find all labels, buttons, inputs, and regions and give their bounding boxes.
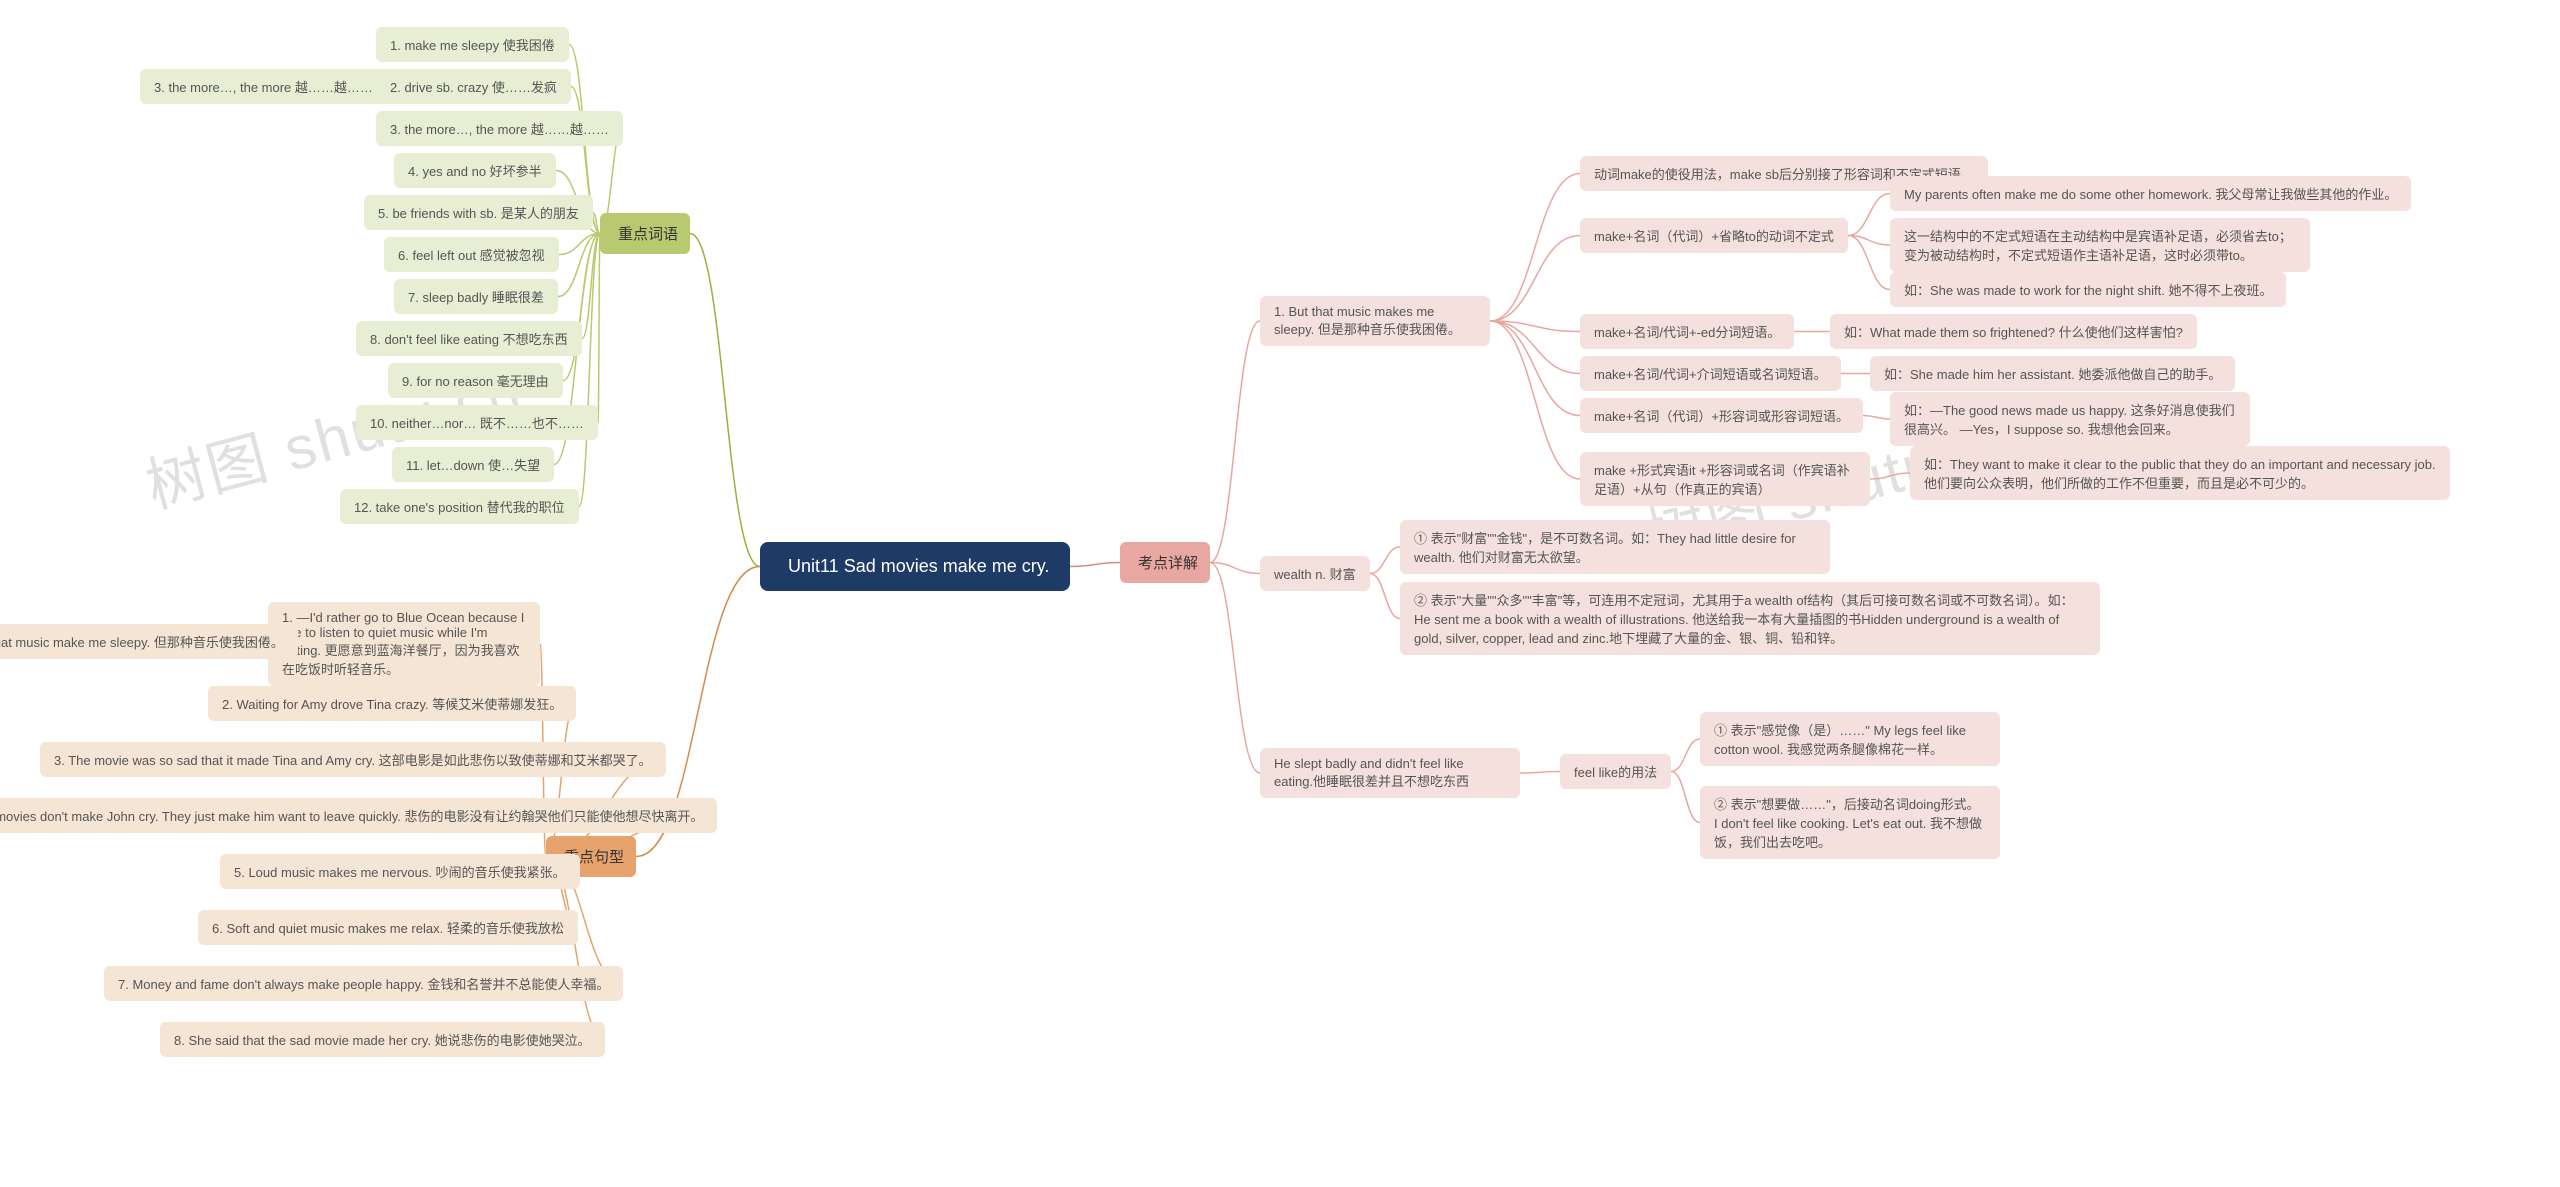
sentence-item: 7. Money and fame don't always make peop… (104, 966, 623, 1001)
exam-item: 如：—The good news made us happy. 这条好消息使我们… (1890, 392, 2250, 446)
exam-item: ② 表示"想要做……"，后接动名词doing形式。 I don't feel l… (1700, 786, 2000, 859)
vocab-item: 4. yes and no 好坏参半 (394, 153, 556, 188)
exam-item: feel like的用法 (1560, 754, 1671, 789)
exam-item: 如：She made him her assistant. 她委派他做自己的助手… (1870, 356, 2235, 391)
exam-item: make+名词（代词）+省略to的动词不定式 (1580, 218, 1848, 253)
vocab-item: 6. feel left out 感觉被忽视 (384, 237, 559, 272)
exam-item: 如：They want to make it clear to the publ… (1910, 446, 2450, 500)
vocab-item: 8. don't feel like eating 不想吃东西 (356, 321, 582, 356)
root-node: Unit11 Sad movies make me cry. (760, 542, 1070, 591)
vocab-item: 1. make me sleepy 使我困倦 (376, 27, 569, 62)
exam-item: ① 表示"财富""金钱"，是不可数名词。如：They had little de… (1400, 520, 1830, 574)
exam-item: make+名词/代词+-ed分词短语。 (1580, 314, 1794, 349)
exam-item: make+名词/代词+介词短语或名词短语。 (1580, 356, 1841, 391)
sentence-item: 3. The movie was so sad that it made Tin… (40, 742, 666, 777)
exam-item: make+名词（代词）+形容词或形容词短语。 (1580, 398, 1863, 433)
exam-item: ① 表示"感觉像（是）……" My legs feel like cotton … (1700, 712, 2000, 766)
vocab-item: 5. be friends with sb. 是某人的朋友 (364, 195, 593, 230)
exam-item: 1. But that music makes me sleepy. 但是那种音… (1260, 296, 1490, 346)
vocab-item: 10. neither…nor… 既不……也不…… (356, 405, 598, 440)
vocab-item: 11. let…down 使…失望 (392, 447, 554, 482)
vocab-aux: 3. the more…, the more 越……越…… (140, 69, 387, 104)
exam-item: wealth n. 财富 (1260, 556, 1370, 591)
exam-item: He slept badly and didn't feel like eati… (1260, 748, 1520, 798)
branch-exam: 考点详解 (1120, 542, 1210, 583)
vocab-item: 12. take one's position 替代我的职位 (340, 489, 579, 524)
sentence-item: 4. Sad movies don't make John cry. They … (0, 798, 717, 833)
exam-item: make +形式宾语it +形容词或名词（作宾语补足语）+从句（作真正的宾语） (1580, 452, 1870, 506)
exam-item: 如：She was made to work for the night shi… (1890, 272, 2286, 307)
vocab-item: 3. the more…, the more 越……越…… (376, 111, 623, 146)
sentence-aux: —But that music make me sleepy. 但那种音乐使我困… (0, 624, 298, 659)
exam-item: 这一结构中的不定式短语在主动结构中是宾语补足语，必须省去to；变为被动结构时，不… (1890, 218, 2310, 272)
exam-item: 如：What made them so frightened? 什么使他们这样害… (1830, 314, 2197, 349)
branch-vocab: 重点词语 (600, 213, 690, 254)
sentence-item: 1. —I'd rather go to Blue Ocean because … (268, 602, 540, 686)
sentence-item: 8. She said that the sad movie made her … (160, 1022, 605, 1057)
sentence-item: 6. Soft and quiet music makes me relax. … (198, 910, 578, 945)
exam-item: My parents often make me do some other h… (1890, 176, 2411, 211)
vocab-item: 9. for no reason 毫无理由 (388, 363, 563, 398)
exam-item: ② 表示"大量""众多""丰富"等，可连用不定冠词，尤其用于a wealth o… (1400, 582, 2100, 655)
sentence-item: 5. Loud music makes me nervous. 吵闹的音乐使我紧… (220, 854, 580, 889)
sentence-item: 2. Waiting for Amy drove Tina crazy. 等候艾… (208, 686, 576, 721)
vocab-item: 7. sleep badly 睡眠很差 (394, 279, 558, 314)
vocab-item: 2. drive sb. crazy 使……发疯 (376, 69, 571, 104)
